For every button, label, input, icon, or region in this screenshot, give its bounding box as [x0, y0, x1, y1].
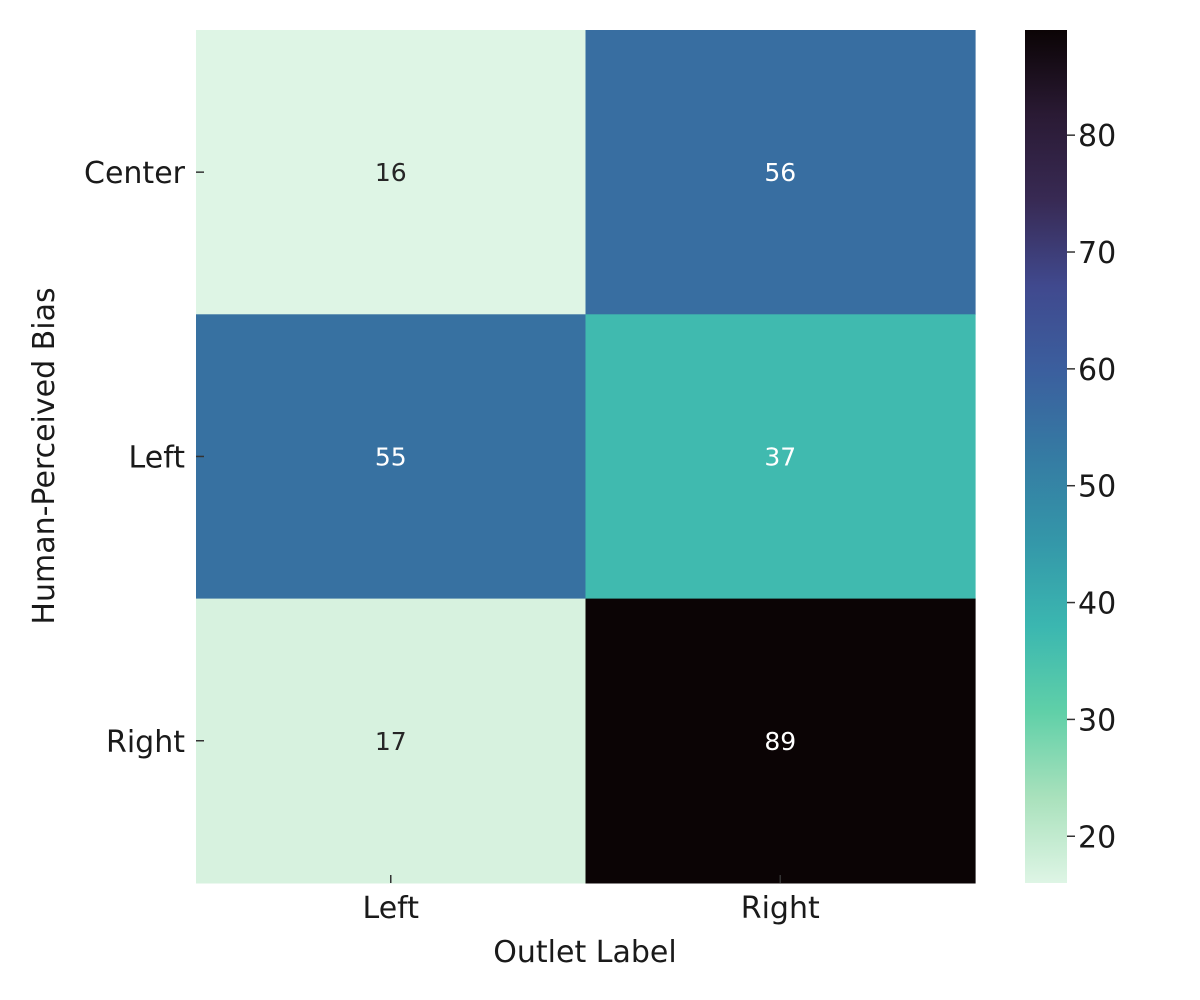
cell-value-label: 17 [375, 727, 407, 756]
cell-value-label: 16 [375, 158, 407, 187]
colorbar-tick-label: 70 [1078, 236, 1116, 271]
y-axis-label: Human-Perceived Bias [27, 287, 62, 624]
colorbar-tick-label: 80 [1078, 119, 1116, 154]
colorbar-tick-label: 30 [1078, 703, 1116, 738]
heatmap-cell [585, 314, 976, 600]
cell-value-label: 56 [764, 158, 796, 187]
heatmap-cell [196, 314, 587, 600]
y-tick-label: Left [129, 440, 186, 475]
y-tick-label: Right [106, 725, 185, 760]
y-axis: Center Left Right [84, 156, 204, 760]
heatmap-cell [585, 598, 976, 884]
heatmap-cell [196, 30, 587, 315]
colorbar-tick-label: 50 [1078, 470, 1116, 505]
cell-value-label: 55 [375, 442, 407, 471]
cell-value-label: 89 [764, 727, 796, 756]
heatmap-cell [585, 30, 976, 315]
y-tick-label: Center [84, 156, 186, 191]
colorbar-gradient [1025, 30, 1067, 883]
x-tick-label: Left [363, 891, 420, 926]
heatmap-cells: 16 56 55 37 17 89 [196, 30, 976, 884]
colorbar-tick-label: 20 [1078, 820, 1116, 855]
x-axis-label: Outlet Label [493, 935, 676, 970]
cell-value-label: 37 [764, 442, 796, 471]
colorbar: 20 30 40 50 60 70 80 [1025, 30, 1116, 883]
heatmap-cell [196, 598, 587, 884]
colorbar-tick-label: 60 [1078, 353, 1116, 388]
colorbar-tick-label: 40 [1078, 587, 1116, 622]
x-tick-label: Right [741, 891, 820, 926]
x-axis: Left Right [363, 875, 820, 926]
